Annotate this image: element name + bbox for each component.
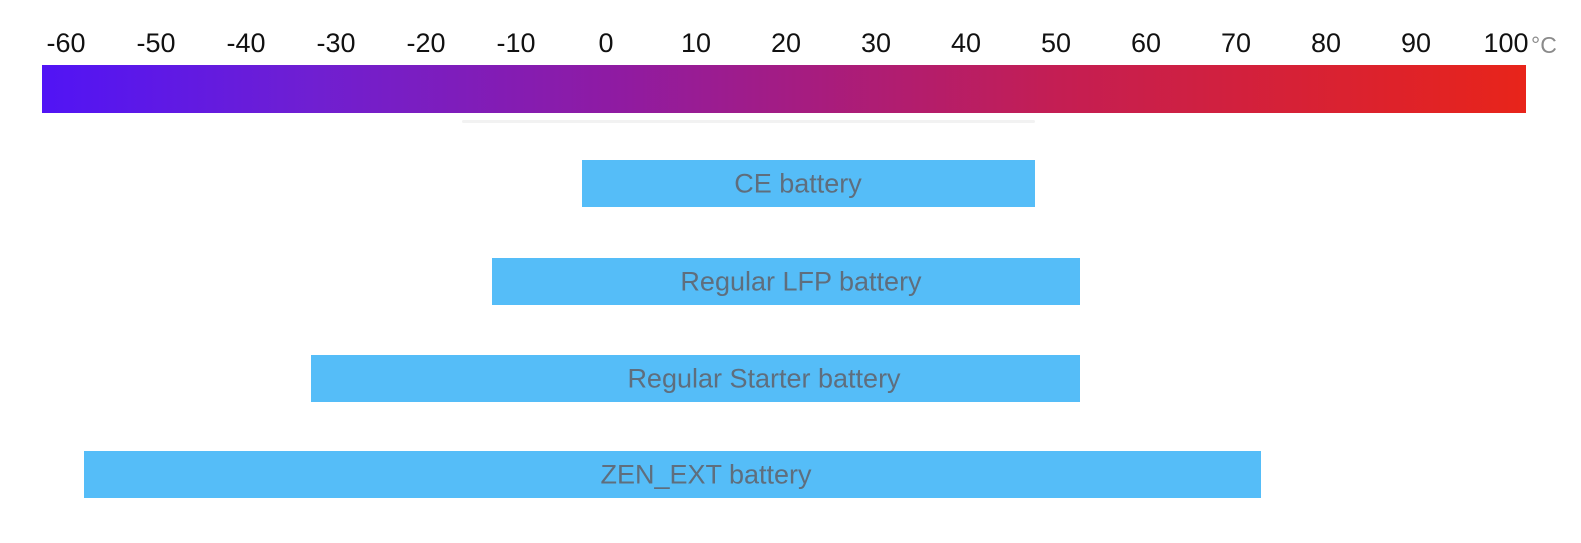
axis-tick-80: 80: [1310, 28, 1342, 58]
bar-label-regular-lfp-battery: Regular LFP battery: [680, 266, 922, 296]
range-bar-regular-starter-battery: Regular Starter battery: [310, 355, 1080, 402]
bar-label-regular-starter-battery: Regular Starter battery: [627, 363, 901, 393]
temperature-axis: °C -60 -50 -40 -30 -20 -10 0 10 20 30 40 50 60 70 80 90…: [0, 0, 1581, 60]
axis-tick-40: 40: [950, 28, 982, 58]
axis-tick-100: 100: [1483, 28, 1529, 58]
axis-tick--40: -40: [226, 28, 266, 58]
bar-label-zen-ext-battery: ZEN_EXT battery: [600, 459, 812, 489]
axis-tick-0: 0: [598, 28, 614, 58]
axis-tick-20: 20: [770, 28, 802, 58]
range-bar-regular-lfp-battery: Regular LFP battery: [491, 258, 1080, 305]
axis-tick--20: -20: [406, 28, 446, 58]
axis-tick--50: -50: [136, 28, 176, 58]
axis-tick--30: -30: [316, 28, 356, 58]
temperature-colorbar: [42, 65, 1526, 113]
axis-tick-30: 30: [860, 28, 892, 58]
axis-tick-70: 70: [1220, 28, 1252, 58]
axis-tick--60: -60: [46, 28, 86, 58]
range-bar-zen-ext-battery: ZEN_EXT battery: [84, 451, 1261, 498]
axis-tick-10: 10: [680, 28, 712, 58]
range-bar-ce-battery: CE battery: [582, 160, 1035, 207]
axis-tick-90: 90: [1400, 28, 1432, 58]
axis-unit-label: °C: [1531, 32, 1557, 58]
axis-tick-60: 60: [1130, 28, 1162, 58]
axis-tick-50: 50: [1040, 28, 1072, 58]
bar-label-ce-battery: CE battery: [734, 168, 862, 198]
axis-tick--10: -10: [496, 28, 536, 58]
divider-line: [462, 120, 1035, 123]
